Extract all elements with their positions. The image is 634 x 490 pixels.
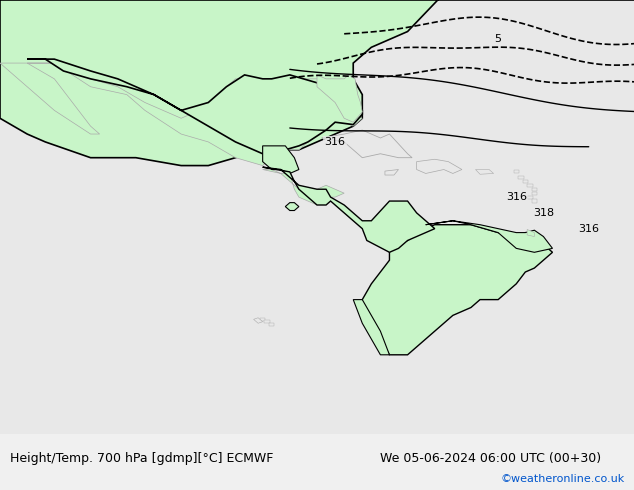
Polygon shape [385,170,399,175]
Polygon shape [362,225,552,355]
Polygon shape [254,318,262,323]
Polygon shape [285,203,299,211]
Polygon shape [27,63,362,166]
Polygon shape [527,229,534,237]
Polygon shape [262,167,435,252]
Polygon shape [514,171,519,173]
Polygon shape [518,176,524,179]
Polygon shape [269,323,275,326]
Polygon shape [330,197,425,252]
Text: Height/Temp. 700 hPa [gdmp][°C] ECMWF: Height/Temp. 700 hPa [gdmp][°C] ECMWF [10,452,273,465]
Polygon shape [417,159,462,173]
Polygon shape [476,170,494,174]
Polygon shape [527,184,533,187]
Polygon shape [264,320,270,323]
Text: 316: 316 [325,137,346,147]
Text: ©weatheronline.co.uk: ©weatheronline.co.uk [500,474,624,484]
Polygon shape [321,130,412,158]
Polygon shape [262,146,299,173]
Polygon shape [532,199,537,203]
Polygon shape [0,63,100,134]
Polygon shape [532,192,537,195]
Polygon shape [353,299,389,355]
Polygon shape [527,196,533,198]
Polygon shape [532,188,537,191]
Polygon shape [27,59,362,154]
Polygon shape [317,75,362,122]
Text: We 05-06-2024 06:00 UTC (00+30): We 05-06-2024 06:00 UTC (00+30) [380,452,602,465]
Text: 316: 316 [506,192,527,202]
Polygon shape [262,170,344,205]
Polygon shape [425,221,552,252]
Polygon shape [522,180,528,183]
Text: 316: 316 [578,223,599,234]
Polygon shape [260,318,266,321]
Polygon shape [0,0,634,166]
Text: 318: 318 [533,208,554,218]
Text: 5: 5 [495,34,501,45]
